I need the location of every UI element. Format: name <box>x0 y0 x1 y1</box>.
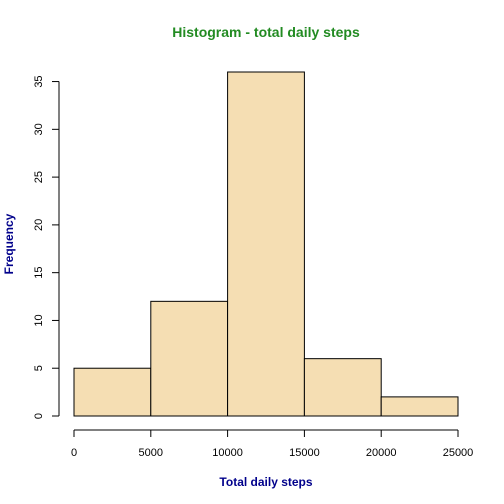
y-tick-label: 15 <box>33 267 45 279</box>
histogram-bar-2 <box>150 300 229 417</box>
histogram-bar-3 <box>227 71 305 417</box>
histogram-bars <box>73 71 459 417</box>
x-axis-label: Total daily steps <box>219 475 312 489</box>
histogram-bar-5 <box>380 396 459 417</box>
x-tick-label: 0 <box>71 447 77 459</box>
histogram-bar-1 <box>73 367 152 417</box>
x-axis: 0 5000 10000 15000 20000 25000 <box>71 429 474 459</box>
histogram-bar-4 <box>303 358 382 417</box>
x-tick-label: 10000 <box>212 447 243 459</box>
y-tick-label: 10 <box>33 314 45 326</box>
y-tick-label: 35 <box>33 75 45 87</box>
x-tick-label: 15000 <box>289 447 320 459</box>
y-tick-label: 20 <box>33 219 45 231</box>
x-tick-label: 5000 <box>139 447 163 459</box>
y-tick-label: 25 <box>33 171 45 183</box>
y-tick-label: 30 <box>33 123 45 135</box>
x-tick-label: 20000 <box>366 447 397 459</box>
y-tick-label: 0 <box>33 413 45 419</box>
x-tick-label: 25000 <box>443 447 474 459</box>
y-axis: 0 5 10 15 20 25 30 35 <box>33 75 60 419</box>
y-axis-label: Frequency <box>2 213 16 274</box>
y-tick-label: 5 <box>33 365 45 371</box>
chart-title: Histogram - total daily steps <box>172 24 360 40</box>
